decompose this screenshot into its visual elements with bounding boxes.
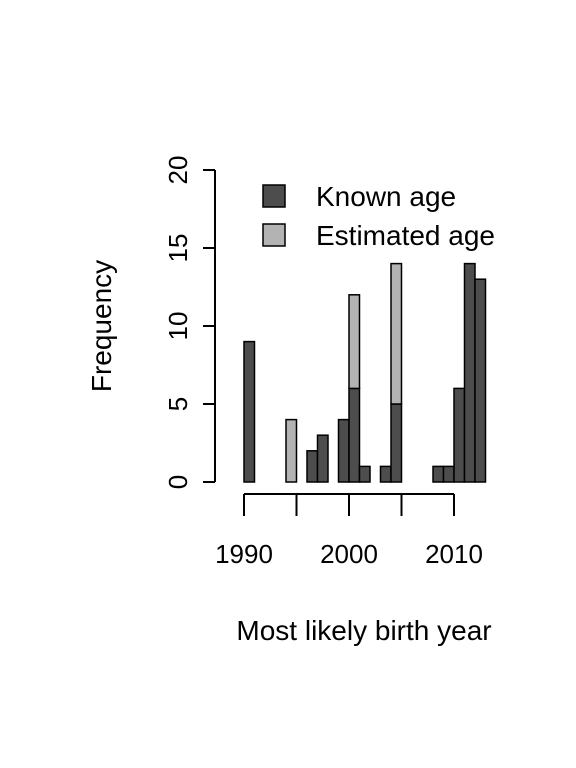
bar-2008-known-age (432, 465, 445, 483)
bar-2003-known-age (379, 465, 392, 483)
y-tick-label-5: 5 (163, 397, 193, 411)
y-tick-label-20: 20 (163, 156, 193, 185)
y-tick-label-10: 10 (163, 312, 193, 341)
legend-swatch-known-age (262, 184, 286, 208)
bar-2009-known-age (442, 465, 455, 483)
bar-1997-known-age (316, 434, 329, 483)
bar-2001-known-age (358, 465, 371, 483)
bar-1996-known-age (306, 450, 319, 483)
bar-2010-known-age (453, 387, 466, 483)
bar-2000-estimated-age (348, 294, 361, 390)
bar-1999-known-age (337, 418, 350, 483)
bars (243, 262, 487, 483)
y-tick-label-0: 0 (163, 475, 193, 489)
x-axis-label: Most likely birth year (236, 615, 491, 646)
legend: Known age Estimated age (262, 181, 495, 251)
x-tick-label-2010: 2010 (425, 539, 483, 569)
bar-2011-known-age (463, 262, 476, 483)
x-tick-label-1990: 1990 (215, 539, 273, 569)
legend-label-known-age: Known age (316, 181, 456, 212)
bar-1990-known-age (243, 340, 256, 483)
legend-swatch-estimated-age (262, 223, 286, 247)
y-axis-label: Frequency (86, 260, 117, 392)
x-axis-ticks: 1990 2000 2010 (215, 494, 483, 569)
legend-label-estimated-age: Estimated age (316, 220, 495, 251)
bar-2004-known-age (390, 403, 403, 483)
x-tick-label-2000: 2000 (320, 539, 378, 569)
y-axis-ticks: 0 5 10 15 20 (163, 156, 215, 489)
bar-2000-known-age (348, 387, 361, 483)
bar-1994-estimated-age (285, 418, 298, 483)
bar-2012-known-age (474, 278, 487, 483)
bar-2004-estimated-age (390, 262, 403, 405)
y-tick-label-15: 15 (163, 234, 193, 263)
